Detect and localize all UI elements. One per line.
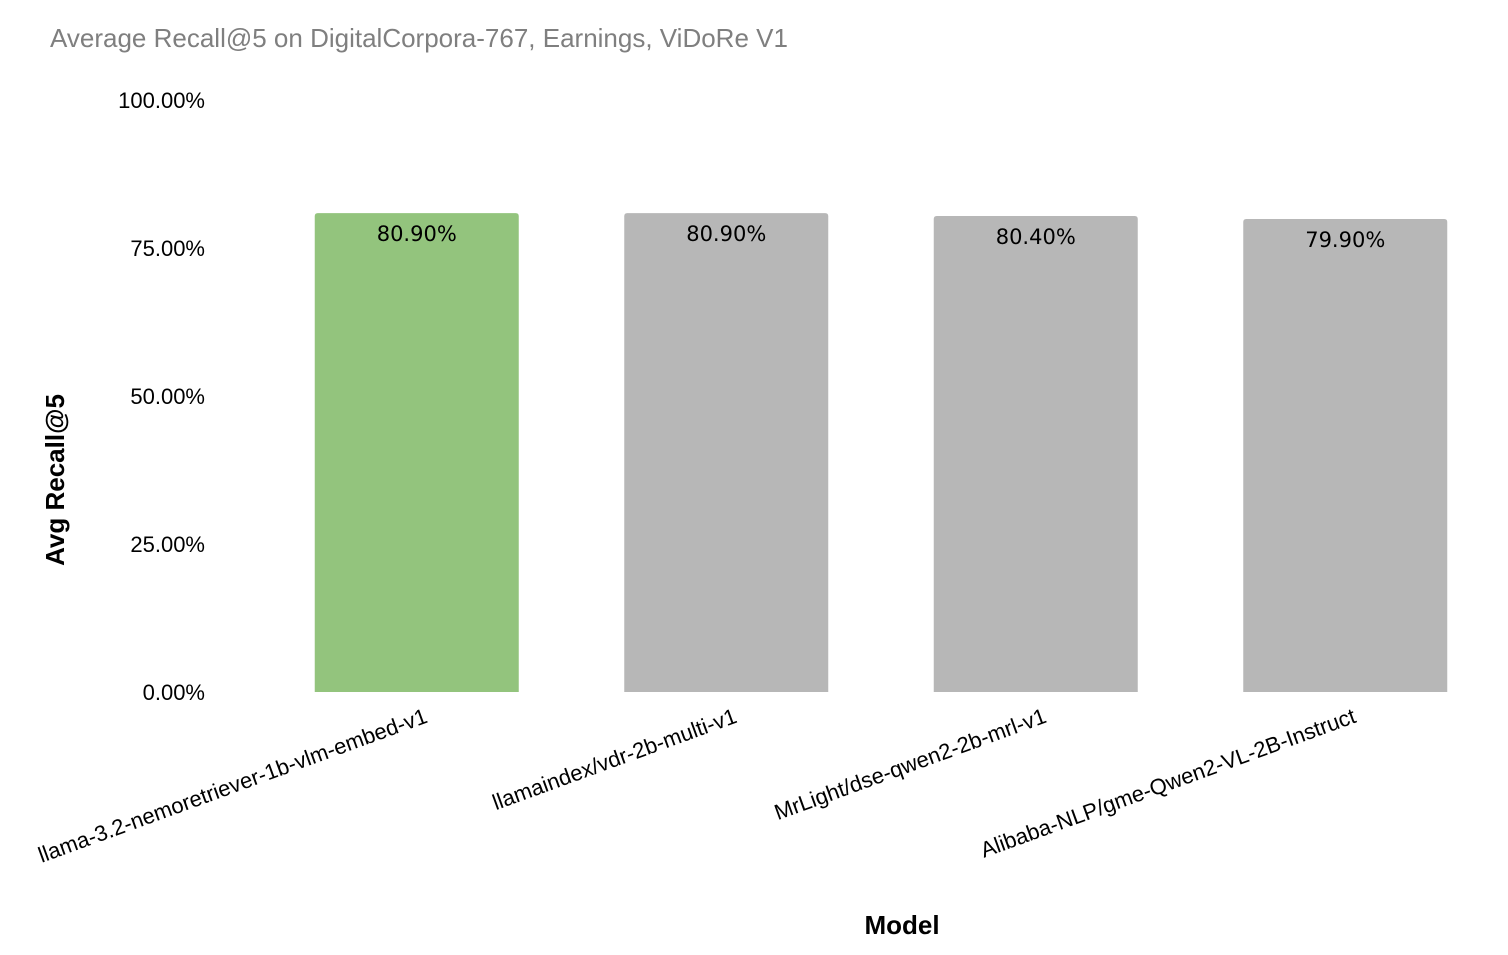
bar-2 [624, 213, 829, 692]
x-axis-tick-labels: llama-3.2-nemoretriever-1b-vlm-embed-v1 l… [35, 703, 1359, 867]
y-tick-label: 100.00% [118, 88, 205, 113]
chart-title: Average Recall@5 on DigitalCorpora-767, … [50, 23, 788, 53]
data-label-3: 80.40% [996, 225, 1076, 249]
x-axis-title: Model [864, 910, 939, 940]
y-axis-ticks: 0.00% 25.00% 50.00% 75.00% 100.00% [118, 88, 205, 705]
data-labels: 80.90% 80.90% 80.40% 79.90% [377, 222, 1386, 252]
y-axis-title: Avg Recall@5 [40, 394, 70, 566]
y-tick-label: 25.00% [130, 532, 205, 557]
data-label-2: 80.90% [686, 222, 766, 246]
bar-3 [933, 216, 1138, 693]
data-label-4: 79.90% [1305, 228, 1385, 252]
data-label-1: 80.90% [377, 222, 457, 246]
y-tick-label: 50.00% [130, 384, 205, 409]
y-tick-label: 0.00% [143, 680, 205, 705]
y-tick-label: 75.00% [130, 236, 205, 261]
bar-1 [314, 213, 519, 692]
bar-4 [1243, 218, 1448, 692]
bars [314, 213, 1448, 693]
x-tick-label-1: llama-3.2-nemoretriever-1b-vlm-embed-v1 [35, 703, 431, 867]
x-tick-label-3: MrLight/dse-qwen2-2b-mrl-v1 [771, 703, 1050, 825]
x-tick-label-2: llamaindex/vdr-2b-multi-v1 [489, 703, 740, 815]
